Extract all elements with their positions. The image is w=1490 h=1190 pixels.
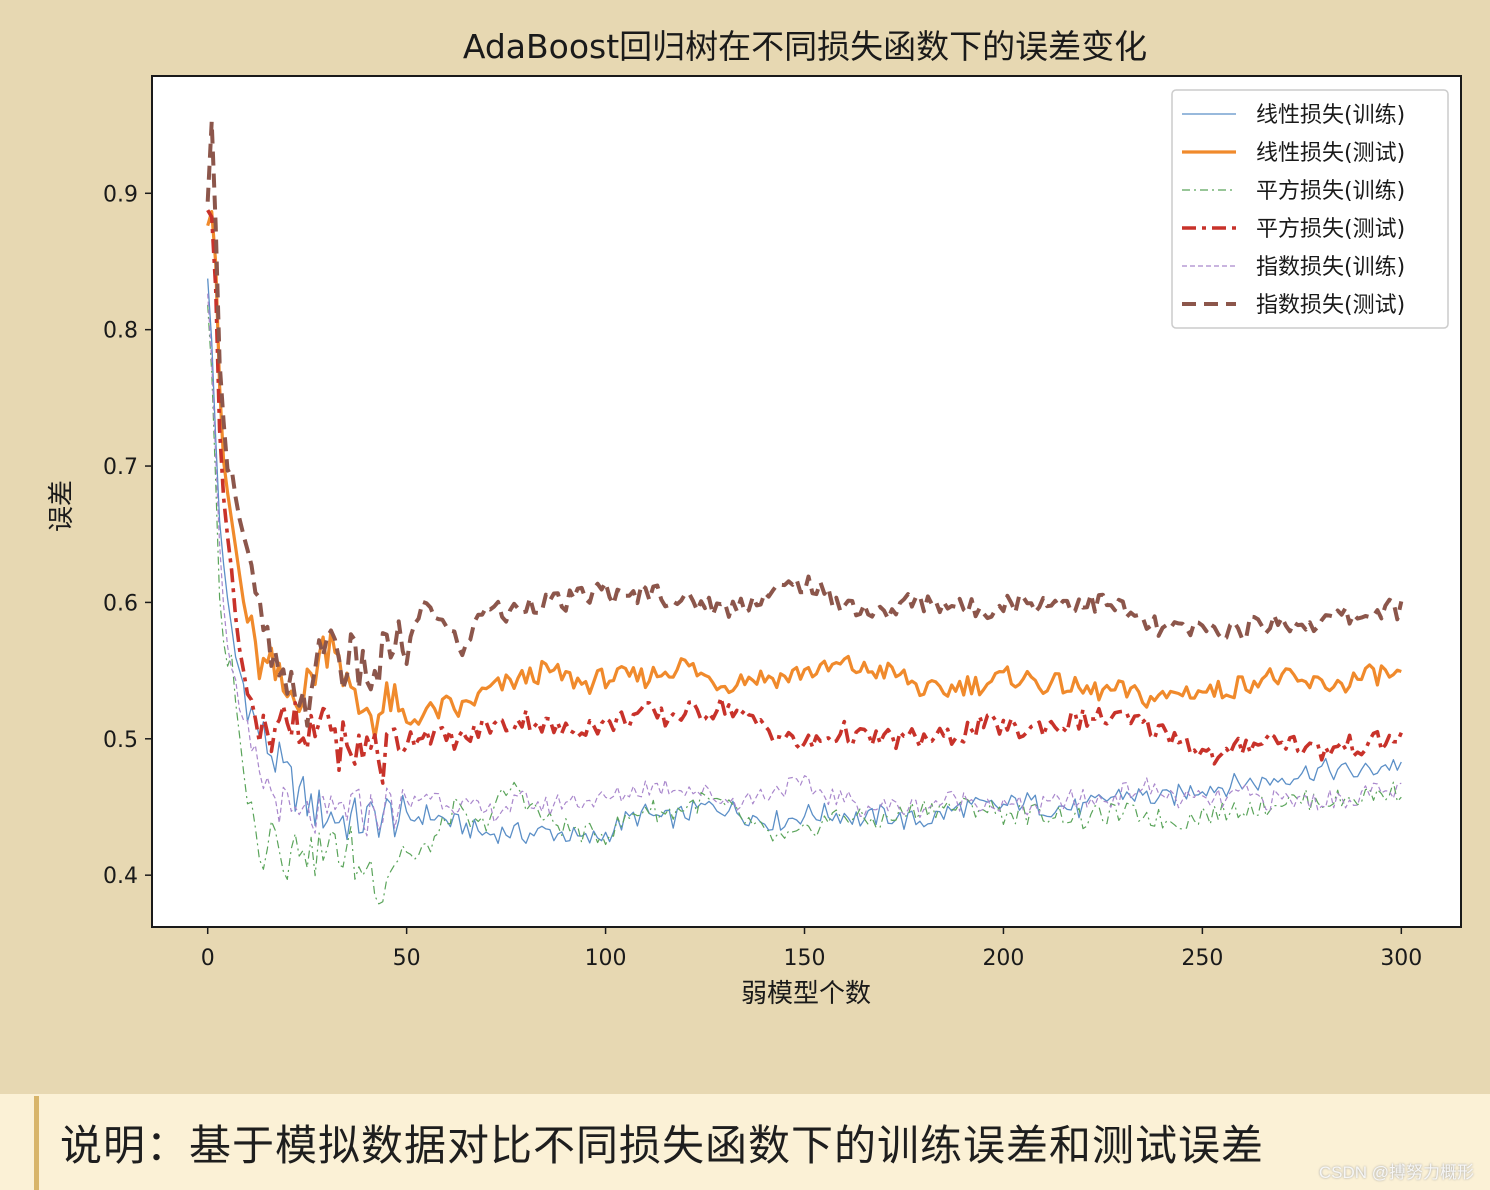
legend-label: 线性损失(训练) [1256, 103, 1405, 128]
series-line [206, 209, 1403, 785]
series-line [206, 210, 1402, 740]
y-tick-label: 0.7 [103, 455, 138, 480]
series-line [207, 278, 1402, 845]
y-axis: 0.4 0.5 0.6 0.7 0.8 0.9 [103, 182, 152, 889]
y-tick-label: 0.9 [103, 182, 138, 207]
legend-label: 平方损失(测试) [1256, 217, 1405, 242]
y-tick-label: 0.6 [103, 591, 138, 616]
x-axis: 0 50 100 150 200 250 300 [201, 927, 1422, 971]
x-tick-label: 0 [201, 946, 215, 971]
x-tick-label: 250 [1181, 946, 1223, 971]
chart: AdaBoost回归树在不同损失函数下的误差变化 0 50 100 150 200 250… [47, 27, 1462, 1009]
legend-box [1171, 89, 1449, 329]
caption-band [0, 1094, 1490, 1190]
caption-text: 说明：基于模拟数据对比不同损失函数下的训练误差和测试误差 [60, 1121, 1265, 1170]
y-tick-label: 0.8 [103, 319, 138, 344]
x-tick-label: 300 [1380, 946, 1422, 971]
legend-label: 指数损失(测试) [1256, 293, 1405, 318]
legend: 线性损失(训练) 线性损失(测试) 平方损失(训练) 平方损失(测试) 指数损失(训练)… [1171, 89, 1449, 329]
chart-title: AdaBoost回归树在不同损失函数下的误差变化 [463, 27, 1147, 66]
plot-frame [151, 75, 1462, 928]
watermark: CSDN @搏努力概形 [1318, 1163, 1474, 1182]
x-tick-label: 150 [784, 946, 826, 971]
series-line [207, 304, 1402, 905]
y-tick-label: 0.5 [103, 728, 138, 753]
y-tick-label: 0.4 [103, 864, 138, 889]
series-line [205, 119, 1404, 728]
x-axis-label: 弱模型个数 [741, 979, 871, 1009]
series-line [207, 293, 1402, 837]
legend-label: 线性损失(测试) [1256, 141, 1405, 166]
legend-label: 平方损失(训练) [1256, 179, 1405, 204]
legend-label: 指数损失(训练) [1256, 255, 1405, 280]
y-axis-label: 误差 [47, 480, 77, 532]
x-tick-label: 100 [585, 946, 627, 971]
x-tick-label: 50 [393, 946, 421, 971]
caption-accent-bar [34, 1096, 39, 1190]
series-group [205, 119, 1404, 905]
x-tick-label: 200 [982, 946, 1024, 971]
